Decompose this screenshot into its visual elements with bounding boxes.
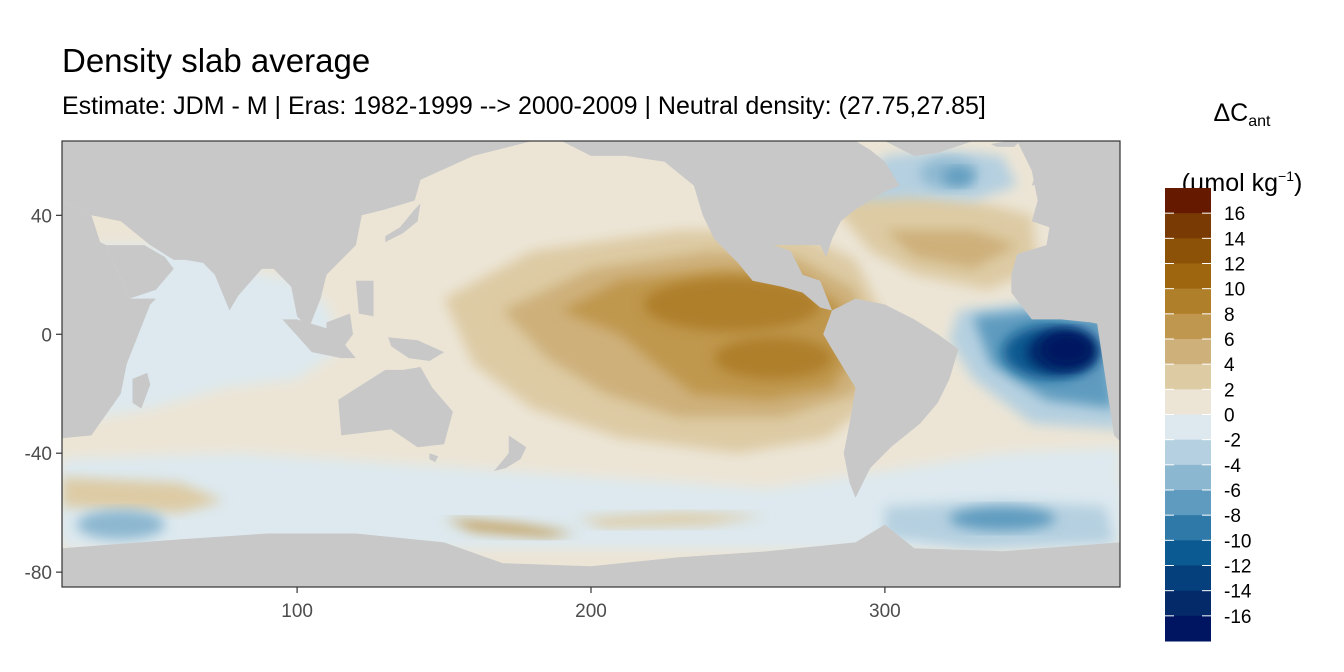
land-africa-east [62, 141, 156, 439]
colorbar-bin-15 [1165, 565, 1211, 592]
colorbar-label-16: -16 [1224, 607, 1251, 628]
southern-indian-tan [62, 477, 224, 513]
colorbar-bin-7 [1165, 364, 1211, 390]
land-antarctica [62, 524, 1120, 587]
colorbar-label-6: 4 [1224, 355, 1235, 376]
colorbar-label-11: -6 [1224, 481, 1241, 502]
colorbar-bin-13 [1165, 515, 1211, 541]
colorbar-label-3: 10 [1224, 280, 1245, 301]
colorbar-bin-9 [1165, 414, 1211, 441]
ocean-map [62, 141, 1120, 587]
colorbar-label-10: -4 [1224, 456, 1241, 477]
land-europe-west-africa [1011, 141, 1120, 329]
pacific-tropical-maximum [643, 277, 821, 332]
legend-title-variable: ΔCant [1162, 86, 1322, 149]
legend-title-main: ΔC [1213, 99, 1249, 127]
colorbar-bin-14 [1165, 540, 1211, 566]
land-borneo [326, 313, 353, 347]
land-tasmania [429, 453, 439, 463]
colorbar-bin-8 [1165, 389, 1211, 415]
atlantic-labrador-minimum [943, 167, 974, 186]
colorbar-label-4: 8 [1224, 305, 1235, 326]
land-australia [338, 367, 453, 448]
colorbar-bin-10 [1165, 439, 1211, 466]
legend-title: ΔCant (µmol kg−1) [1162, 86, 1322, 210]
land-greenland [884, 141, 974, 156]
land-madagascar [132, 372, 151, 409]
land-eurasia [62, 141, 533, 329]
y-tick-label-1: 0 [41, 325, 52, 346]
colorbar-label-13: -10 [1224, 531, 1251, 552]
land-philippines [355, 280, 374, 317]
land-south-america [823, 298, 959, 498]
colorbar-legend: 16 14 12 10 8 6 4 2 0 -2 -4 -6 -8 -10 -12 -14 -16 [1165, 188, 1252, 642]
colorbar-bin-4 [1165, 288, 1211, 315]
colorbar-label-8: 0 [1224, 406, 1235, 427]
land-iceland [990, 141, 1021, 147]
colorbar-bin-11 [1165, 464, 1211, 491]
legend-unit-suffix: ) [1294, 169, 1303, 197]
colorbar-label-7: 2 [1224, 380, 1235, 401]
colorbar-label-9: -2 [1224, 431, 1241, 452]
x-tick-label-2: 300 [869, 601, 901, 622]
colorbar-label-2: 12 [1224, 255, 1245, 276]
ross-sea-maximum [444, 518, 577, 537]
ross-sea-tan [576, 512, 768, 528]
legend-title-subscript: ant [1248, 113, 1271, 130]
y-tick-label-3: -80 [25, 563, 52, 584]
colorbar-label-12: -8 [1224, 506, 1241, 527]
land-japan [385, 203, 421, 243]
land-british-isles [1031, 161, 1056, 186]
land-new-zealand [494, 435, 527, 471]
land-new-guinea [388, 337, 445, 361]
chart-subtitle: Estimate: JDM - M | Eras: 1982-1999 --> … [62, 92, 986, 120]
legend-title-unit: (µmol kg−1) [1162, 149, 1322, 210]
legend-unit-exponent: −1 [1278, 168, 1294, 184]
weddell-minimum [949, 506, 1056, 531]
colorbar-label-0: 16 [1224, 204, 1245, 225]
colorbar-bin-1 [1165, 213, 1211, 239]
pacific-southeast-maximum [714, 337, 832, 379]
colorbar-bin-6 [1165, 339, 1211, 365]
colorbar-label-1: 14 [1224, 229, 1246, 250]
colorbar-label-15: -14 [1224, 582, 1252, 603]
y-tick-label-0: 40 [31, 206, 52, 227]
colorbar-bin-12 [1165, 490, 1211, 516]
atlantic-north-contour [884, 230, 1018, 269]
colorbar-bin-5 [1165, 313, 1211, 340]
chart-title: Density slab average [62, 42, 371, 79]
x-tick-label-1: 200 [575, 601, 607, 622]
southern-ocean-inner [62, 471, 1120, 537]
x-tick-label-0: 100 [281, 601, 313, 622]
land-africa-west-coast [1096, 319, 1120, 442]
colorbar-bin-3 [1165, 263, 1211, 290]
colorbar-bin-0 [1165, 188, 1211, 214]
colorbar-label-14: -12 [1224, 557, 1251, 578]
land-sumatra-java [282, 319, 356, 359]
y-tick-label-2: -40 [25, 444, 52, 465]
colorbar-label-5: 6 [1224, 330, 1235, 351]
atlantic-equatorial-minimum [1040, 331, 1094, 367]
indian-sector-southern-minimum [76, 509, 165, 540]
colorbar-bin-17 [1165, 615, 1211, 642]
land-north-america [561, 141, 900, 311]
colorbar-bin-16 [1165, 590, 1211, 617]
land-arabia [106, 245, 174, 299]
colorbar-bin-2 [1165, 238, 1211, 264]
